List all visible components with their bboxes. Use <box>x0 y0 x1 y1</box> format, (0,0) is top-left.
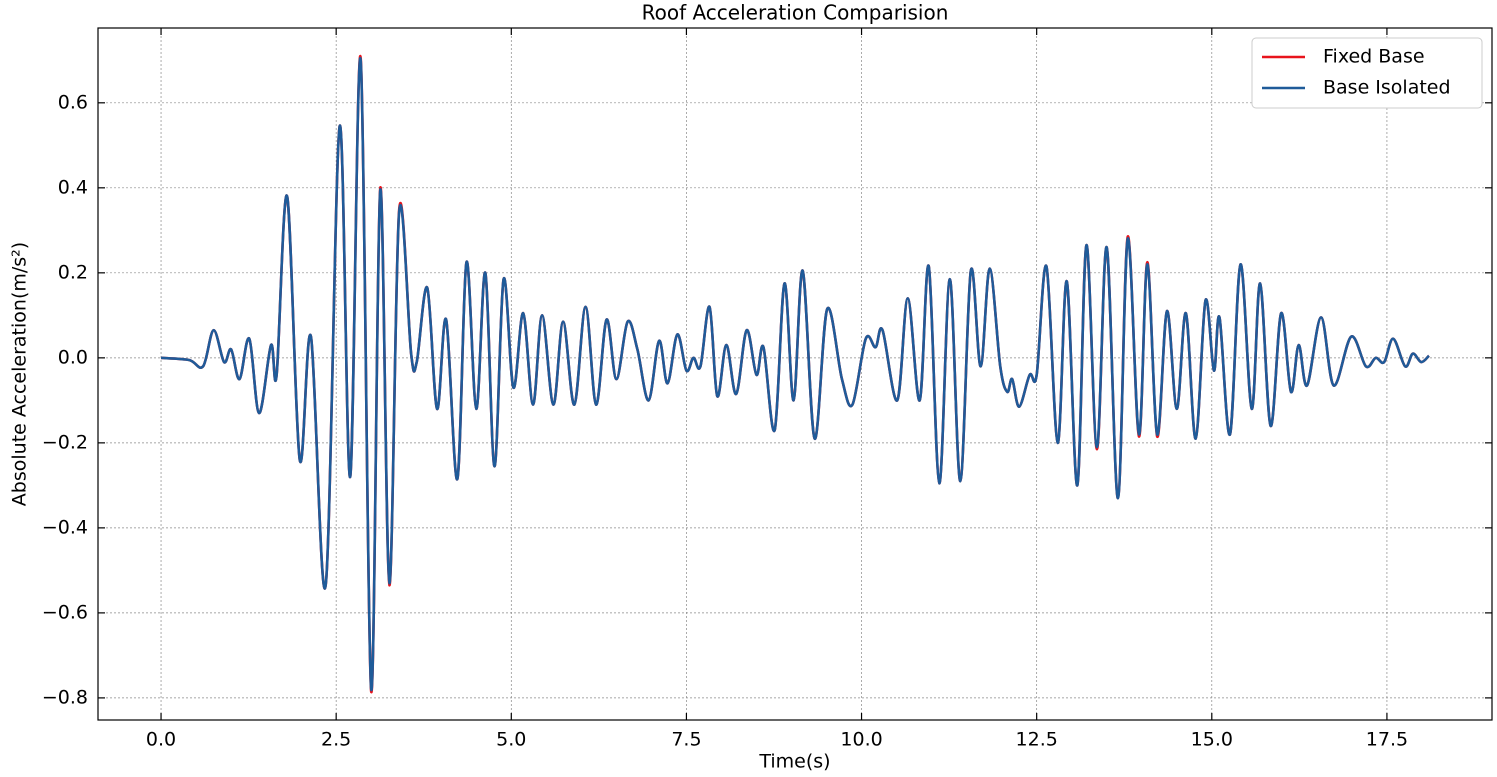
y-tick-label: 0.2 <box>58 261 88 283</box>
y-tick-label: −0.4 <box>42 516 88 538</box>
legend-label: Fixed Base <box>1323 46 1425 68</box>
y-axis-label: Absolute Acceleration(m/s²) <box>9 242 31 506</box>
y-tick-label: −0.2 <box>42 431 88 453</box>
y-tick-label: −0.6 <box>42 601 88 623</box>
y-tick-label: 0.6 <box>58 91 88 113</box>
x-tick-label: 17.5 <box>1366 729 1408 751</box>
x-tick-label: 5.0 <box>496 729 526 751</box>
x-tick-label: 0.0 <box>146 729 176 751</box>
legend-box <box>1251 37 1483 109</box>
legend-label: Base Isolated <box>1323 77 1451 99</box>
y-tick-label: 0.4 <box>58 176 88 198</box>
y-tick-label: −0.8 <box>42 686 88 708</box>
series-line <box>160 57 1430 691</box>
y-tick-label: 0.0 <box>58 346 88 368</box>
x-tick-label: 7.5 <box>671 729 701 751</box>
x-tick-label: 15.0 <box>1191 729 1233 751</box>
x-axis-label: Time(s) <box>758 751 830 773</box>
x-tick-label: 12.5 <box>1016 729 1058 751</box>
x-tick-label: 10.0 <box>840 729 882 751</box>
plot-frame <box>97 27 1493 721</box>
x-tick-label: 2.5 <box>321 729 351 751</box>
chart-title: Roof Acceleration Comparision <box>642 1 949 25</box>
